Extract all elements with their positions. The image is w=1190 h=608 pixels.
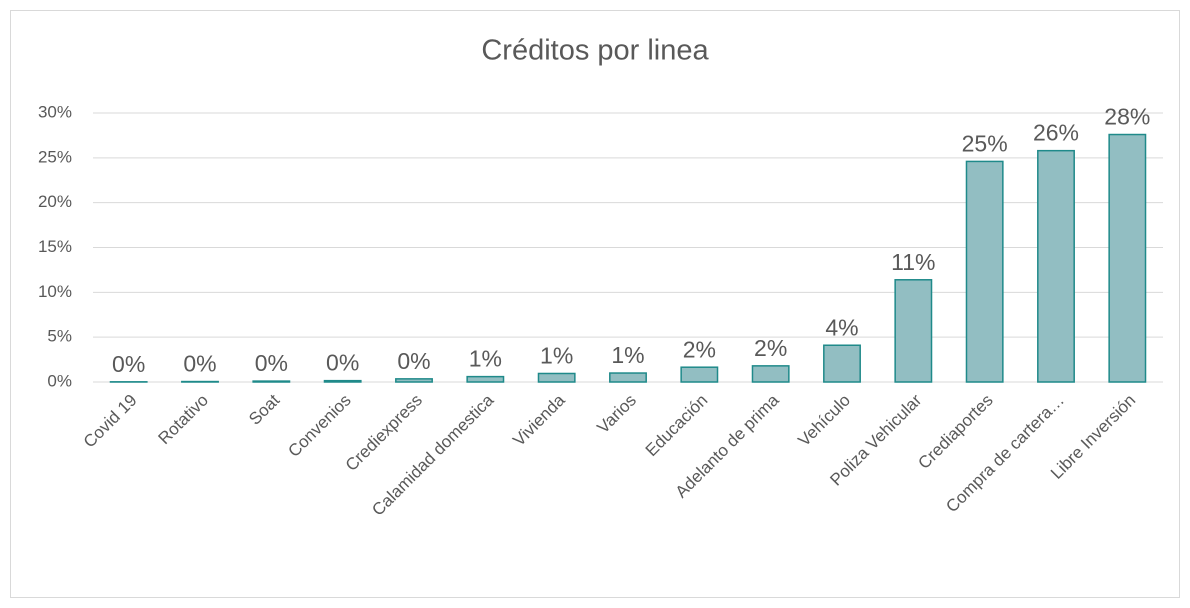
y-tick-label: 15% xyxy=(38,237,72,256)
bar xyxy=(323,379,362,383)
bar xyxy=(751,365,790,383)
chart-title: Créditos por linea xyxy=(481,35,709,67)
bar xyxy=(894,279,933,383)
value-label: 4% xyxy=(825,314,858,340)
y-tick-label: 30% xyxy=(38,102,72,121)
y-tick-label: 25% xyxy=(38,147,72,166)
bar xyxy=(1108,133,1147,383)
value-label: 1% xyxy=(611,342,644,368)
y-tick-label: 5% xyxy=(47,327,72,346)
value-label: 28% xyxy=(1104,104,1150,130)
value-label: 0% xyxy=(112,351,145,377)
value-label: 1% xyxy=(540,343,573,369)
value-label: 2% xyxy=(683,336,716,362)
y-tick-label: 0% xyxy=(47,371,72,390)
bar xyxy=(395,378,433,383)
value-label: 2% xyxy=(754,335,787,361)
value-label: 0% xyxy=(255,350,288,376)
value-label: 11% xyxy=(891,249,935,275)
bar xyxy=(680,366,719,383)
y-tick-label: 20% xyxy=(38,192,72,211)
value-label: 0% xyxy=(183,351,216,377)
bar xyxy=(537,372,576,383)
value-label: 1% xyxy=(469,346,502,372)
value-label: 26% xyxy=(1033,120,1079,146)
bar xyxy=(823,344,861,383)
bar xyxy=(252,380,291,383)
bar xyxy=(1037,149,1075,383)
bar xyxy=(609,372,647,383)
value-label: 0% xyxy=(326,350,359,376)
value-label: 25% xyxy=(962,130,1008,156)
value-label: 0% xyxy=(397,348,430,374)
y-tick-label: 10% xyxy=(38,282,72,301)
chart-frame xyxy=(10,10,1180,598)
bar xyxy=(965,160,1004,383)
bar xyxy=(466,375,505,383)
